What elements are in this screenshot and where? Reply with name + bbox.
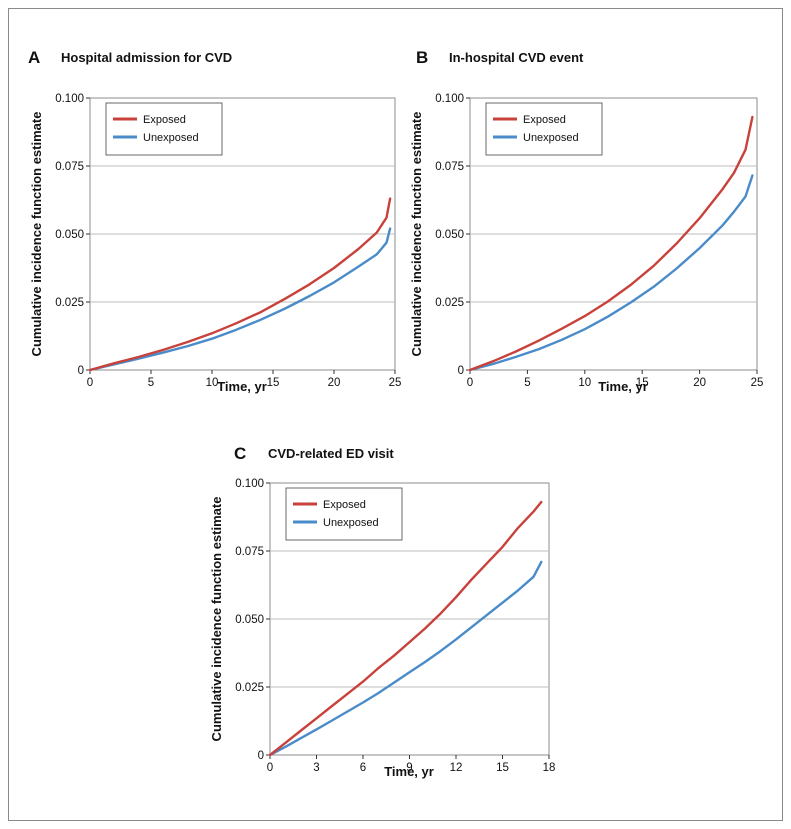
- x-tick-label: 5: [524, 377, 530, 389]
- x-tick-label: 6: [360, 762, 366, 774]
- y-tick-label: 0.025: [55, 297, 84, 309]
- panel-title: Hospital admission for CVD: [61, 50, 232, 65]
- panel-title: In-hospital CVD event: [449, 50, 584, 65]
- x-tick-label: 10: [206, 377, 219, 389]
- x-tick-label: 0: [467, 377, 473, 389]
- legend-label-exposed: Exposed: [143, 114, 186, 126]
- y-tick-label: 0: [78, 365, 84, 377]
- x-tick-label: 18: [543, 762, 556, 774]
- series-line-unexposed: [88, 227, 392, 372]
- series-line-exposed: [88, 197, 392, 372]
- y-tick-label: 0.075: [435, 161, 464, 173]
- y-tick-label: 0: [458, 365, 464, 377]
- y-tick-label: 0.050: [55, 229, 84, 241]
- legend-label-unexposed: Unexposed: [523, 132, 579, 144]
- y-tick-label: 0.050: [235, 614, 264, 626]
- x-axis-title: Time, yr: [384, 764, 434, 779]
- y-tick-label: 0.050: [435, 229, 464, 241]
- y-tick-label: 0.075: [235, 546, 264, 558]
- panel-b: B In-hospital CVD event 0 0.025 0.050 0.075…: [409, 48, 763, 394]
- x-tick-label: 10: [578, 377, 591, 389]
- plot-area: 0 0.025 0.050 0.075 0.100 0 5 10 15 20 25 Exposed Un…: [55, 93, 401, 389]
- y-tick-label: 0.025: [235, 682, 264, 694]
- series-line-exposed: [268, 500, 543, 757]
- series-line-unexposed: [468, 174, 754, 372]
- legend-label-exposed: Exposed: [323, 499, 366, 511]
- y-axis-title: Cumulative incidence function estimate: [409, 112, 424, 357]
- panel-c: C CVD-related ED visit 00.0250.0500.0750…: [209, 444, 555, 779]
- x-axis-title: Time, yr: [598, 379, 648, 394]
- x-tick-label: 0: [267, 762, 273, 774]
- panel-title: CVD-related ED visit: [268, 446, 394, 461]
- y-tick-label: 0.100: [235, 478, 264, 490]
- panel-a: A Hospital admission for CVD 0 0.025 0.050…: [28, 48, 401, 394]
- x-tick-label: 15: [636, 377, 649, 389]
- legend-label-unexposed: Unexposed: [323, 517, 379, 529]
- legend-label-unexposed: Unexposed: [143, 132, 199, 144]
- x-axis-title: Time, yr: [217, 379, 267, 394]
- x-tick-label: 9: [406, 762, 412, 774]
- plot-area: 0 0.025 0.050 0.075 0.100 0 5 10 15 20 25 Exposed Un…: [435, 93, 763, 389]
- y-axis-title: Cumulative incidence function estimate: [29, 112, 44, 357]
- y-tick-label: 0.075: [55, 161, 84, 173]
- legend: [485, 102, 603, 156]
- panel-letter: A: [28, 48, 40, 67]
- series-line-exposed: [468, 115, 754, 372]
- x-tick-label: 15: [267, 377, 280, 389]
- x-tick-label: 5: [148, 377, 154, 389]
- x-tick-label: 20: [328, 377, 341, 389]
- x-tick-label: 15: [496, 762, 509, 774]
- series-line-unexposed: [268, 560, 543, 757]
- legend: [285, 487, 403, 541]
- panel-letter: B: [416, 48, 428, 67]
- legend-label-exposed: Exposed: [523, 114, 566, 126]
- legend: [105, 102, 223, 156]
- y-tick-label: 0.025: [435, 297, 464, 309]
- y-tick-label: 0: [258, 750, 264, 762]
- y-tick-label: 0.100: [55, 93, 84, 105]
- x-tick-label: 25: [751, 377, 764, 389]
- x-tick-label: 25: [389, 377, 402, 389]
- plot-area: 0 0.025 0.050 0.075 0.100 0 3 6 9 12 15 18 Exposed Un…: [235, 478, 555, 774]
- y-tick-label: 0.100: [435, 93, 464, 105]
- x-tick-label: 12: [450, 762, 463, 774]
- x-tick-label: 3: [313, 762, 319, 774]
- x-tick-label: 20: [693, 377, 706, 389]
- panel-letter: C: [234, 444, 246, 463]
- y-axis-title: Cumulative incidence function estimate: [209, 497, 224, 742]
- x-tick-label: 0: [87, 377, 93, 389]
